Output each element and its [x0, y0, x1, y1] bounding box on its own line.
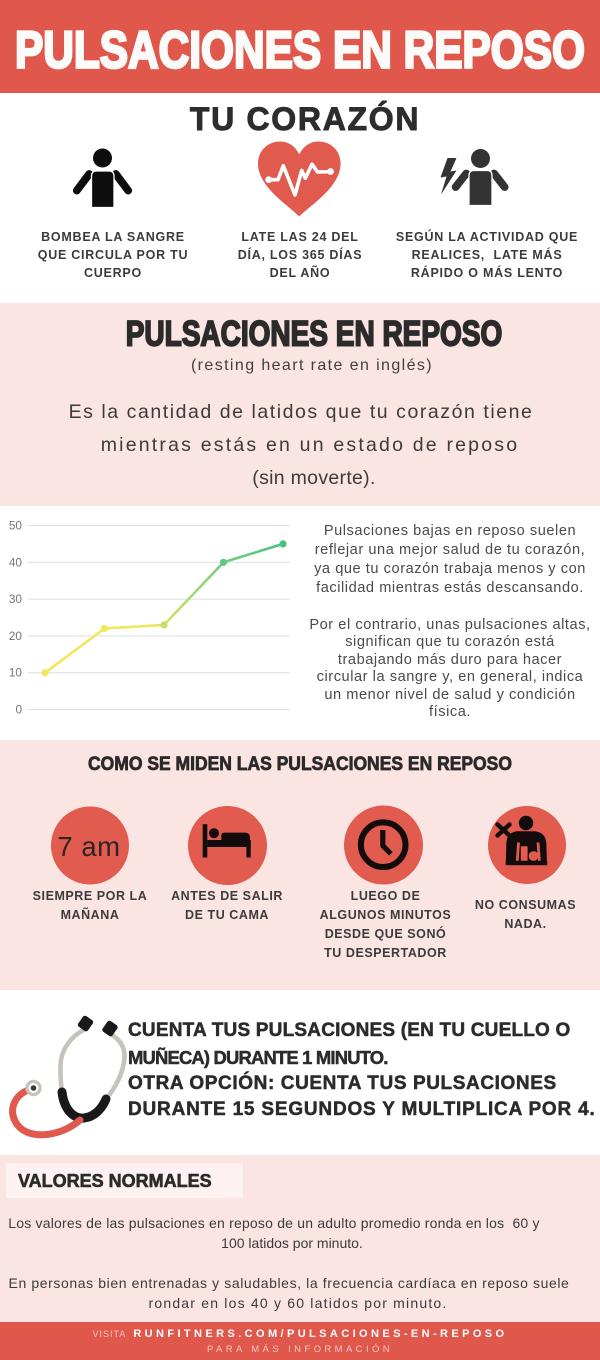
svg-text:7 am: 7 am	[57, 831, 120, 862]
svg-text:40: 40	[9, 555, 23, 569]
svg-text:20: 20	[9, 629, 23, 643]
svg-text:50: 50	[9, 519, 23, 533]
svg-text:0: 0	[15, 703, 22, 717]
svg-text:30: 30	[9, 592, 23, 606]
svg-text:10: 10	[9, 666, 23, 680]
